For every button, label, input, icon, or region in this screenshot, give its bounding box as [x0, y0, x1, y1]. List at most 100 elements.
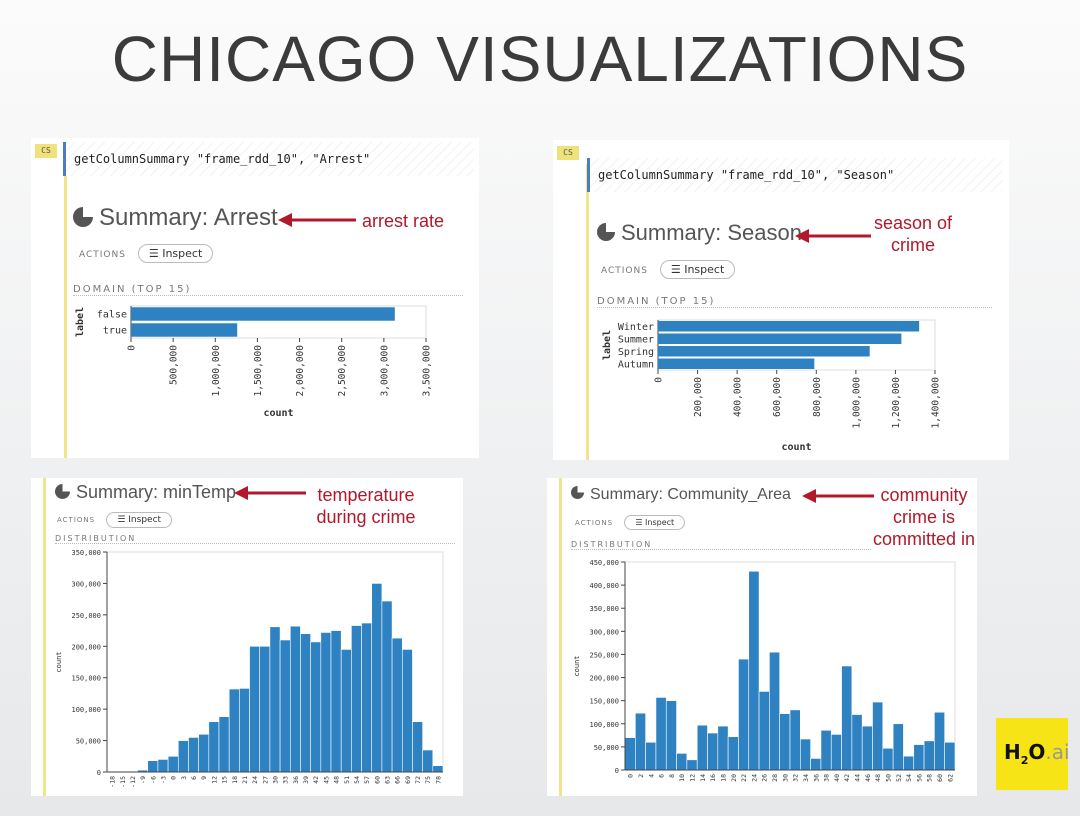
inspect-label: Inspect — [684, 263, 725, 276]
x-tick-label: 58 — [926, 774, 934, 782]
bar — [841, 665, 853, 771]
bar — [665, 700, 677, 771]
y-tick-label: 0 — [615, 767, 619, 775]
cell-stripe — [559, 478, 562, 796]
x-tick-label: 34 — [802, 774, 810, 782]
x-tick-label: 0 — [170, 776, 178, 780]
annotation-arrow — [795, 228, 873, 248]
x-tick-label: 0 — [627, 774, 635, 778]
pie-chart-icon — [55, 483, 70, 499]
bar — [259, 645, 271, 773]
x-tick-label: 200,000 — [693, 377, 704, 417]
x-tick-label: 38 — [823, 774, 831, 782]
y-tick-label: 200,000 — [589, 675, 619, 683]
inspect-button[interactable]: ☰ Inspect — [106, 512, 173, 528]
bar — [851, 714, 863, 771]
y-tick-label: Autumn — [618, 359, 654, 370]
annotation-arrow — [278, 212, 358, 232]
x-tick-label: 36 — [292, 776, 300, 784]
annotation-line: season of — [873, 213, 953, 233]
annotation-season: season of crime — [868, 212, 958, 256]
cell-stripe — [64, 162, 67, 458]
code-cell[interactable]: getColumnSummary "frame_rdd_10", "Arrest… — [63, 142, 474, 176]
y-tick-label: 250,000 — [589, 651, 619, 659]
page-title: CHICAGO VISUALIZATIONS — [111, 23, 969, 95]
bar — [269, 626, 281, 773]
x-tick-label: 36 — [812, 774, 820, 782]
x-tick-label: 42 — [843, 774, 851, 782]
bar — [769, 651, 780, 771]
bar — [228, 688, 240, 773]
x-tick-label: 24 — [251, 776, 259, 784]
annotation-line: during crime — [316, 507, 416, 527]
cell-gutter — [553, 140, 589, 460]
inspect-button[interactable]: ☰ Inspect — [137, 244, 214, 263]
distribution-label: DISTRIBUTION — [571, 540, 871, 550]
inspect-button[interactable]: ☰ Inspect — [624, 515, 686, 530]
x-tick-label: 0 — [127, 345, 138, 351]
x-tick-label: 51 — [343, 776, 351, 784]
bar — [310, 641, 322, 773]
x-tick-label: 14 — [699, 774, 707, 782]
x-tick-label: 20 — [730, 774, 738, 782]
x-tick-label: 2,000,000 — [295, 345, 306, 397]
bar — [810, 758, 822, 771]
bar — [300, 633, 311, 773]
x-tick-label: 6 — [658, 774, 666, 778]
x-tick-label: 500,000 — [169, 345, 180, 385]
bar — [330, 630, 342, 773]
x-tick-label: 50 — [884, 774, 892, 782]
bar — [351, 625, 362, 773]
annotation-line: committed in — [872, 529, 976, 549]
inspect-button[interactable]: ☰ Inspect — [659, 260, 736, 279]
x-tick-label: 60 — [936, 774, 944, 782]
bar — [830, 734, 842, 771]
bar — [923, 740, 935, 771]
bar — [208, 721, 220, 773]
y-tick-label: 100,000 — [71, 706, 101, 714]
bar — [188, 737, 199, 773]
actions-row: ACTIONS ☰ Inspect — [79, 244, 214, 263]
x-tick-label: 46 — [864, 774, 872, 782]
y-tick-label: 150,000 — [71, 675, 101, 683]
bar — [655, 697, 667, 771]
x-tick-label: 48 — [874, 774, 882, 782]
bar — [820, 729, 832, 771]
x-tick-label: 33 — [282, 776, 290, 784]
y-tick-label: 200,000 — [71, 643, 101, 651]
y-tick-label: 350,000 — [71, 549, 101, 557]
cell-gutter — [31, 478, 41, 796]
x-tick-label: -3 — [160, 776, 168, 784]
actions-label: ACTIONS — [601, 266, 648, 276]
bar — [422, 749, 434, 773]
y-axis-title: count — [573, 655, 581, 676]
bar — [131, 323, 238, 337]
y-axis-title: count — [55, 651, 63, 672]
x-tick-label: 62 — [946, 774, 954, 782]
x-axis-title: count — [781, 442, 811, 453]
y-tick-label: 450,000 — [589, 559, 619, 567]
y-tick-label: 50,000 — [594, 744, 619, 752]
chart-mintemp: 0 50,000 100,000 150,000 200,000 250,000 300,0… — [55, 549, 444, 788]
x-tick-label: 72 — [414, 776, 422, 784]
bar — [934, 711, 945, 771]
bar — [748, 570, 760, 771]
bar — [147, 760, 159, 773]
bar — [738, 658, 750, 771]
summary-title-text: Summary: Community_Area — [590, 486, 791, 503]
annotation-line: temperature — [317, 485, 415, 505]
bar — [645, 741, 657, 771]
x-tick-label: 400,000 — [733, 377, 744, 417]
bar — [789, 709, 801, 771]
code-cell[interactable]: getColumnSummary "frame_rdd_10", "Season… — [587, 158, 1003, 192]
y-tick-label: 300,000 — [71, 580, 101, 588]
bar — [198, 733, 210, 773]
y-tick-label: 100,000 — [589, 721, 619, 729]
x-axis-title: count — [263, 408, 293, 419]
summary-title: Summary: Arrest — [73, 204, 278, 232]
x-tick-label: 30 — [781, 774, 789, 782]
x-tick-label: 1,000,000 — [211, 345, 222, 397]
bar — [707, 732, 719, 771]
actions-label: ACTIONS — [57, 516, 96, 524]
bar — [658, 346, 870, 357]
